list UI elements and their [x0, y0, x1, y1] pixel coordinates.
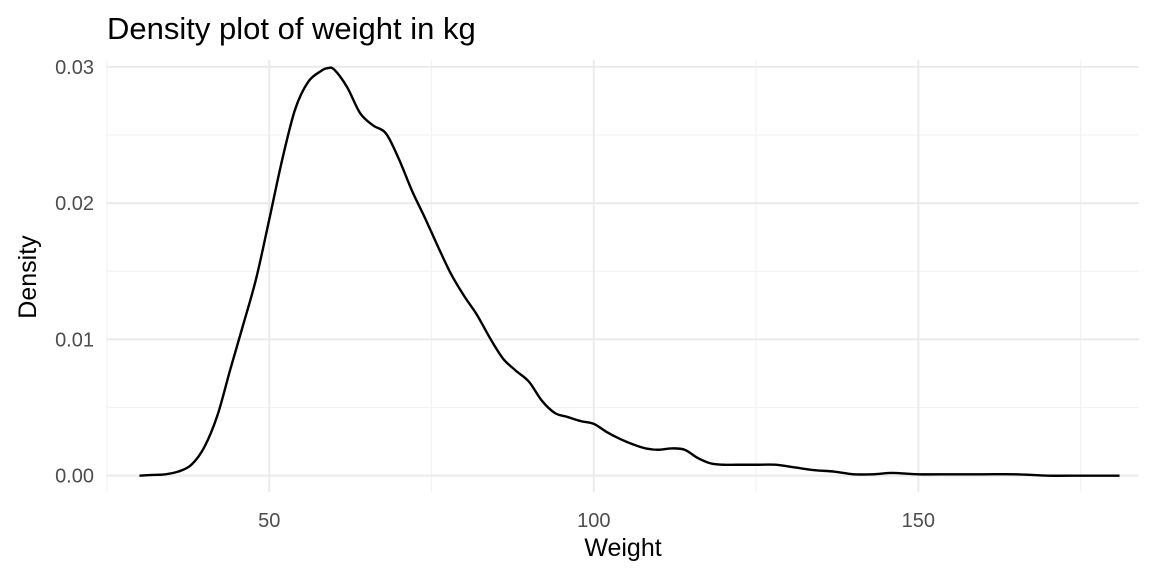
y-tick-label: 0.03 — [55, 57, 94, 79]
y-tick-label: 0.01 — [55, 329, 94, 351]
x-axis-title: Weight — [584, 534, 661, 562]
chart-title: Density plot of weight in kg — [107, 11, 476, 46]
x-tick-label: 50 — [258, 510, 280, 532]
major-gridlines — [107, 60, 1139, 492]
y-axis-tick-labels: 0.00 0.01 0.02 0.03 — [55, 57, 94, 488]
x-tick-label: 150 — [902, 510, 935, 532]
y-axis-title: Density — [14, 235, 42, 319]
x-axis-tick-labels: 50 100 150 — [258, 510, 935, 532]
density-curve — [139, 66, 1120, 477]
series-layer — [139, 66, 1120, 477]
x-tick-label: 100 — [577, 510, 610, 532]
minor-gridlines — [106, 60, 1139, 492]
y-tick-label: 0.00 — [55, 466, 94, 488]
y-tick-label: 0.02 — [55, 193, 94, 215]
